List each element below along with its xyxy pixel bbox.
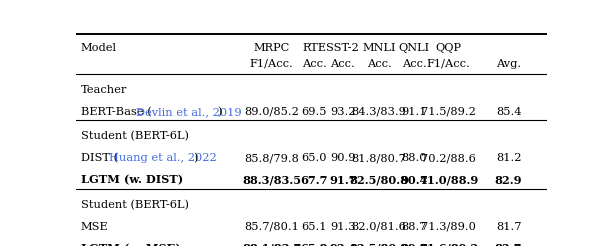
Text: 69.5: 69.5 <box>301 107 326 117</box>
Text: Huang et al., 2022: Huang et al., 2022 <box>109 153 217 163</box>
Text: 93.2: 93.2 <box>330 107 356 117</box>
Text: QQP: QQP <box>436 44 461 53</box>
Text: 91.7: 91.7 <box>329 175 356 186</box>
Text: Acc.: Acc. <box>302 59 326 69</box>
Text: F1/Acc.: F1/Acc. <box>427 59 471 69</box>
Text: 82.0/81.6: 82.0/81.6 <box>351 221 406 231</box>
Text: 65.8: 65.8 <box>300 243 328 246</box>
Text: 81.7: 81.7 <box>496 221 521 231</box>
Text: Acc.: Acc. <box>330 59 355 69</box>
Text: 65.0: 65.0 <box>301 153 326 163</box>
Text: 90.4: 90.4 <box>401 175 428 186</box>
Text: 88.1/83.7: 88.1/83.7 <box>242 243 301 246</box>
Text: 81.8/80.7: 81.8/80.7 <box>351 153 406 163</box>
Text: LGTM (w. DIST): LGTM (w. DIST) <box>81 175 183 186</box>
Text: ): ) <box>193 153 198 164</box>
Text: 65.1: 65.1 <box>301 221 326 231</box>
Text: Student (BERT-6L): Student (BERT-6L) <box>81 200 188 210</box>
Text: F1/Acc.: F1/Acc. <box>250 59 294 69</box>
Text: Acc.: Acc. <box>367 59 392 69</box>
Text: 91.3: 91.3 <box>330 221 356 231</box>
Text: 82.5/80.8: 82.5/80.8 <box>350 243 409 246</box>
Text: 82.9: 82.9 <box>495 175 522 186</box>
Text: 89.9: 89.9 <box>401 243 428 246</box>
Text: MNLI: MNLI <box>362 44 396 53</box>
Text: 92.4: 92.4 <box>329 243 356 246</box>
Text: ): ) <box>218 107 222 117</box>
Text: 85.7/80.1: 85.7/80.1 <box>244 221 299 231</box>
Text: 88.7: 88.7 <box>401 221 427 231</box>
Text: Acc.: Acc. <box>402 59 427 69</box>
Text: 88.0: 88.0 <box>401 153 427 163</box>
Text: Avg.: Avg. <box>496 59 521 69</box>
Text: Model: Model <box>81 44 117 53</box>
Text: 85.8/79.8: 85.8/79.8 <box>244 153 299 163</box>
Text: 81.2: 81.2 <box>496 153 521 163</box>
Text: Teacher: Teacher <box>81 85 127 95</box>
Text: LGTM (w. MSE): LGTM (w. MSE) <box>81 243 181 246</box>
Text: BERT-Base (: BERT-Base ( <box>81 107 151 117</box>
Text: 71.6/89.2: 71.6/89.2 <box>419 243 478 246</box>
Text: 70.2/88.6: 70.2/88.6 <box>421 153 476 163</box>
Text: 90.9: 90.9 <box>330 153 356 163</box>
Text: 71.3/89.0: 71.3/89.0 <box>421 221 476 231</box>
Text: 71.0/88.9: 71.0/88.9 <box>419 175 478 186</box>
Text: QNLI: QNLI <box>399 44 430 53</box>
Text: 88.3/83.5: 88.3/83.5 <box>242 175 301 186</box>
Text: DIST (: DIST ( <box>81 153 118 164</box>
Text: 89.0/85.2: 89.0/85.2 <box>244 107 299 117</box>
Text: SST-2: SST-2 <box>326 44 359 53</box>
Text: 85.4: 85.4 <box>496 107 521 117</box>
Text: 71.5/89.2: 71.5/89.2 <box>421 107 476 117</box>
Text: 67.7: 67.7 <box>300 175 328 186</box>
Text: 84.3/83.9: 84.3/83.9 <box>351 107 406 117</box>
Text: 82.7: 82.7 <box>495 243 522 246</box>
Text: 82.5/80.8: 82.5/80.8 <box>350 175 409 186</box>
Text: MSE: MSE <box>81 221 108 231</box>
Text: RTE: RTE <box>302 44 326 53</box>
Text: MRPC: MRPC <box>254 44 289 53</box>
Text: Devlin et al., 2019: Devlin et al., 2019 <box>136 107 241 117</box>
Text: 91.1: 91.1 <box>401 107 427 117</box>
Text: Student (BERT-6L): Student (BERT-6L) <box>81 131 188 142</box>
